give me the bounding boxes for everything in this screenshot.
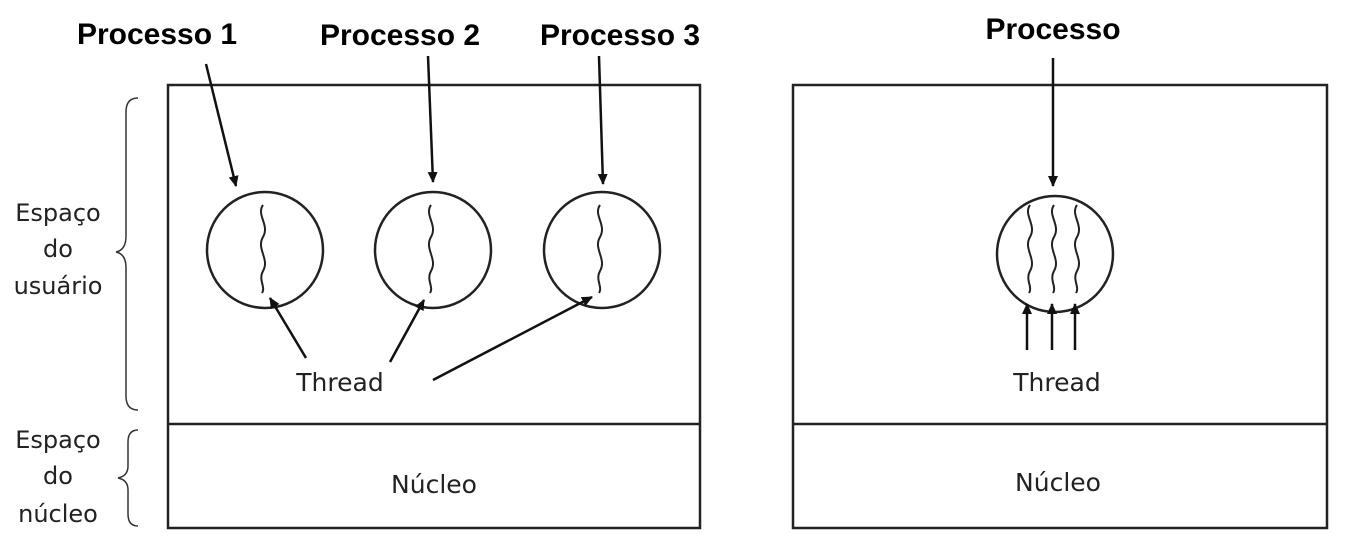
thread-arrow-1	[268, 297, 308, 359]
kernel-space-label-line1: Espaço	[15, 426, 101, 454]
thread-arrow-2	[388, 299, 426, 363]
process-2-arrow	[426, 55, 438, 183]
right-diagram: Processo Thread Núcleo	[791, 13, 1329, 530]
right-thread-label: Thread	[1012, 368, 1100, 397]
process-2-label: Processo 2	[320, 19, 480, 52]
thread-3	[1074, 204, 1080, 294]
user-space-brace	[115, 97, 139, 411]
user-space-label-line2: do	[43, 235, 73, 263]
process-1-thread	[260, 204, 266, 294]
left-kernel-label: Núcleo	[391, 470, 477, 499]
left-diagram: Processo 1 Processo 2 Processo 3 Thread …	[77, 18, 702, 530]
left-outer-box	[166, 83, 702, 530]
right-outer-box	[791, 83, 1329, 530]
process-2-thread	[428, 204, 434, 294]
process-label: Processo	[985, 13, 1120, 46]
thread-2	[1051, 204, 1057, 294]
left-thread-label: Thread	[295, 368, 383, 397]
process-3-label: Processo 3	[540, 19, 700, 52]
process-2-circle	[373, 190, 493, 310]
thread-1	[1027, 204, 1033, 294]
user-space-label-line1: Espaço	[15, 199, 101, 227]
process-3-circle	[542, 190, 662, 310]
process-3-thread	[597, 204, 603, 294]
thread-arrow-3	[432, 295, 593, 382]
process-1-arrow	[204, 63, 239, 187]
process-1-circle	[205, 190, 325, 310]
kernel-space-brace	[117, 429, 139, 527]
user-space-label-line3: usuário	[14, 272, 103, 300]
process-1-label: Processo 1	[77, 18, 237, 51]
kernel-space-label-line3: núcleo	[18, 500, 98, 528]
kernel-space-label-line2: do	[43, 462, 73, 490]
right-kernel-label: Núcleo	[1015, 468, 1101, 497]
process-3-arrow	[597, 55, 608, 185]
